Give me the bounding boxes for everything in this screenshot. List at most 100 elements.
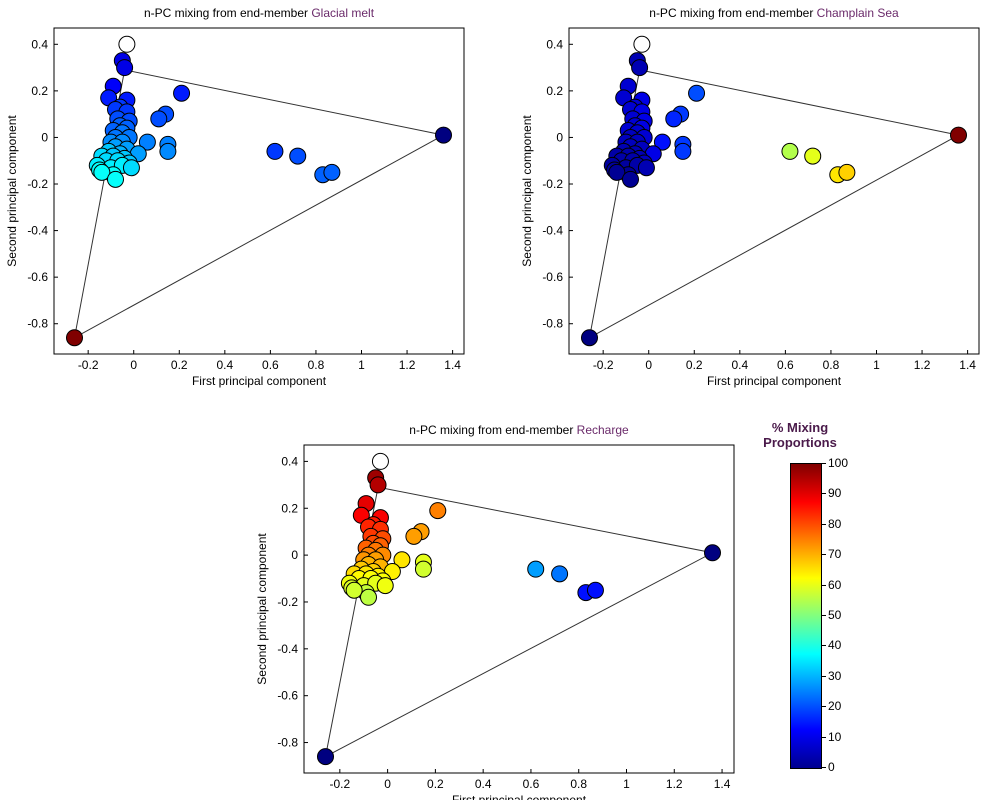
colorbar-title-line1: % Mixing bbox=[771, 420, 829, 435]
x-tick-label: 0 bbox=[645, 358, 652, 372]
chart-title-member: Champlain Sea bbox=[817, 6, 899, 20]
colorbar-tick bbox=[821, 463, 826, 464]
y-tick-label: 0.4 bbox=[281, 454, 298, 468]
y-tick-label: 0.4 bbox=[546, 37, 563, 51]
data-point bbox=[289, 147, 307, 165]
colorbar-tick-label: 30 bbox=[828, 668, 842, 683]
colorbar-tick-label: 90 bbox=[828, 486, 842, 501]
data-point bbox=[138, 133, 156, 151]
data-point bbox=[637, 159, 655, 177]
data-point bbox=[950, 126, 967, 144]
data-point bbox=[631, 59, 649, 77]
data-point bbox=[581, 329, 598, 347]
x-axis-label: First principal component bbox=[707, 374, 842, 388]
chart-title-text: n-PC mixing from end-member bbox=[144, 6, 311, 20]
colorbar-tick bbox=[821, 645, 826, 647]
y-tick-label: -0.2 bbox=[542, 177, 563, 191]
y-axis-label: Second principal component bbox=[255, 533, 269, 685]
chart-title: n-PC mixing from end-member Glacial melt bbox=[144, 6, 375, 20]
data-point bbox=[371, 452, 389, 470]
data-point bbox=[317, 748, 334, 766]
data-point bbox=[66, 329, 83, 347]
data-point bbox=[345, 581, 363, 599]
x-tick-label: -0.2 bbox=[78, 358, 99, 372]
data-point bbox=[93, 163, 111, 181]
y-tick-label: -0.6 bbox=[27, 270, 48, 284]
y-tick-label: -0.8 bbox=[277, 736, 298, 750]
data-point bbox=[150, 110, 168, 128]
chart-panel-3: n-PC mixing from end-member Recharge -0.2… bbox=[255, 423, 735, 800]
mixing-triangle bbox=[324, 486, 714, 758]
chart-title: n-PC mixing from end-member Champlain Se… bbox=[649, 6, 899, 20]
data-point bbox=[665, 110, 683, 128]
colorbar-tick bbox=[821, 615, 826, 616]
x-tick-label: 1.2 bbox=[666, 777, 683, 791]
chart-panel-2: n-PC mixing from end-member Champlain Se… bbox=[520, 6, 980, 388]
data-point bbox=[122, 159, 140, 177]
data-point bbox=[804, 147, 822, 165]
x-axis-label: First principal component bbox=[452, 793, 587, 800]
colorbar-tick-label: 100 bbox=[828, 456, 849, 470]
colorbar-tick bbox=[821, 523, 826, 525]
data-point bbox=[653, 133, 671, 151]
x-tick-label: 1 bbox=[358, 358, 365, 372]
y-tick-label: -0.4 bbox=[27, 224, 48, 238]
data-point bbox=[688, 84, 706, 102]
x-tick-label: 0.2 bbox=[686, 358, 703, 372]
colorbar-tick-label: 70 bbox=[828, 547, 842, 562]
colorbar-tick bbox=[821, 493, 826, 495]
mixing-triangle bbox=[73, 69, 445, 339]
data-point bbox=[429, 502, 447, 520]
data-point bbox=[360, 588, 377, 606]
x-tick-label: 0.6 bbox=[262, 358, 279, 372]
data-point bbox=[838, 163, 856, 181]
data-point bbox=[173, 84, 191, 102]
data-point bbox=[159, 142, 177, 160]
data-point bbox=[266, 142, 284, 160]
data-point bbox=[369, 476, 387, 494]
colorbar-tick bbox=[821, 675, 826, 677]
y-tick-label: -0.8 bbox=[542, 317, 563, 331]
y-tick-label: -0.8 bbox=[27, 317, 48, 331]
y-tick-label: -0.4 bbox=[542, 224, 563, 238]
chart-title-member: Glacial melt bbox=[311, 6, 374, 20]
x-tick-label: 0.2 bbox=[427, 777, 444, 791]
colorbar-tick bbox=[821, 767, 826, 768]
x-tick-label: -0.2 bbox=[329, 777, 350, 791]
chart-panel-1: n-PC mixing from end-member Glacial melt… bbox=[5, 6, 465, 388]
x-tick-label: 0.6 bbox=[777, 358, 794, 372]
data-point bbox=[633, 35, 651, 53]
data-point bbox=[118, 35, 136, 53]
y-tick-label: 0 bbox=[291, 548, 298, 562]
colorbar-tick bbox=[821, 584, 826, 586]
x-tick-label: 1.4 bbox=[959, 358, 976, 372]
mixing-triangle bbox=[588, 69, 960, 339]
colorbar-tick-label: 80 bbox=[828, 516, 842, 531]
y-tick-label: 0.2 bbox=[281, 501, 298, 515]
y-tick-label: -0.6 bbox=[542, 270, 563, 284]
x-tick-label: 0.8 bbox=[823, 358, 840, 372]
y-axis-label: Second principal component bbox=[5, 115, 19, 267]
y-tick-label: -0.4 bbox=[277, 642, 298, 656]
x-tick-label: 1.4 bbox=[444, 358, 461, 372]
colorbar-title-line2: Proportions bbox=[763, 435, 837, 450]
data-point bbox=[414, 560, 432, 578]
chart-title: n-PC mixing from end-member Recharge bbox=[409, 423, 629, 437]
colorbar: % Mixing Proportions 100 90 80 70 60 50 40 30 20… bbox=[750, 420, 870, 780]
x-tick-label: 0.4 bbox=[731, 358, 748, 372]
plot-area bbox=[568, 27, 980, 355]
x-tick-label: 1 bbox=[623, 777, 630, 791]
y-tick-label: -0.6 bbox=[277, 689, 298, 703]
chart-title-member: Recharge bbox=[577, 423, 629, 437]
data-point bbox=[622, 170, 639, 188]
x-tick-label: 0.2 bbox=[171, 358, 188, 372]
data-point bbox=[376, 577, 394, 595]
data-point bbox=[527, 560, 545, 578]
y-axis-label: Second principal component bbox=[520, 115, 534, 267]
x-tick-label: 0 bbox=[130, 358, 137, 372]
x-tick-label: 1.2 bbox=[399, 358, 416, 372]
y-tick-label: 0.4 bbox=[31, 37, 48, 51]
y-tick-label: -0.2 bbox=[27, 177, 48, 191]
colorbar-tick bbox=[821, 706, 826, 708]
x-tick-label: -0.2 bbox=[593, 358, 614, 372]
